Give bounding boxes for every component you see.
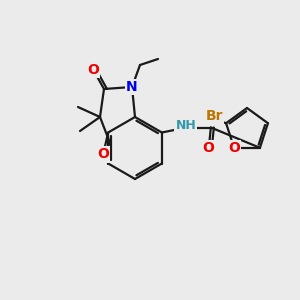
Text: O: O	[87, 63, 99, 77]
Text: O: O	[202, 142, 214, 155]
Text: NH: NH	[176, 119, 196, 132]
Text: Br: Br	[206, 110, 223, 123]
Text: N: N	[126, 80, 138, 94]
Text: O: O	[228, 141, 240, 155]
Text: O: O	[97, 148, 109, 161]
